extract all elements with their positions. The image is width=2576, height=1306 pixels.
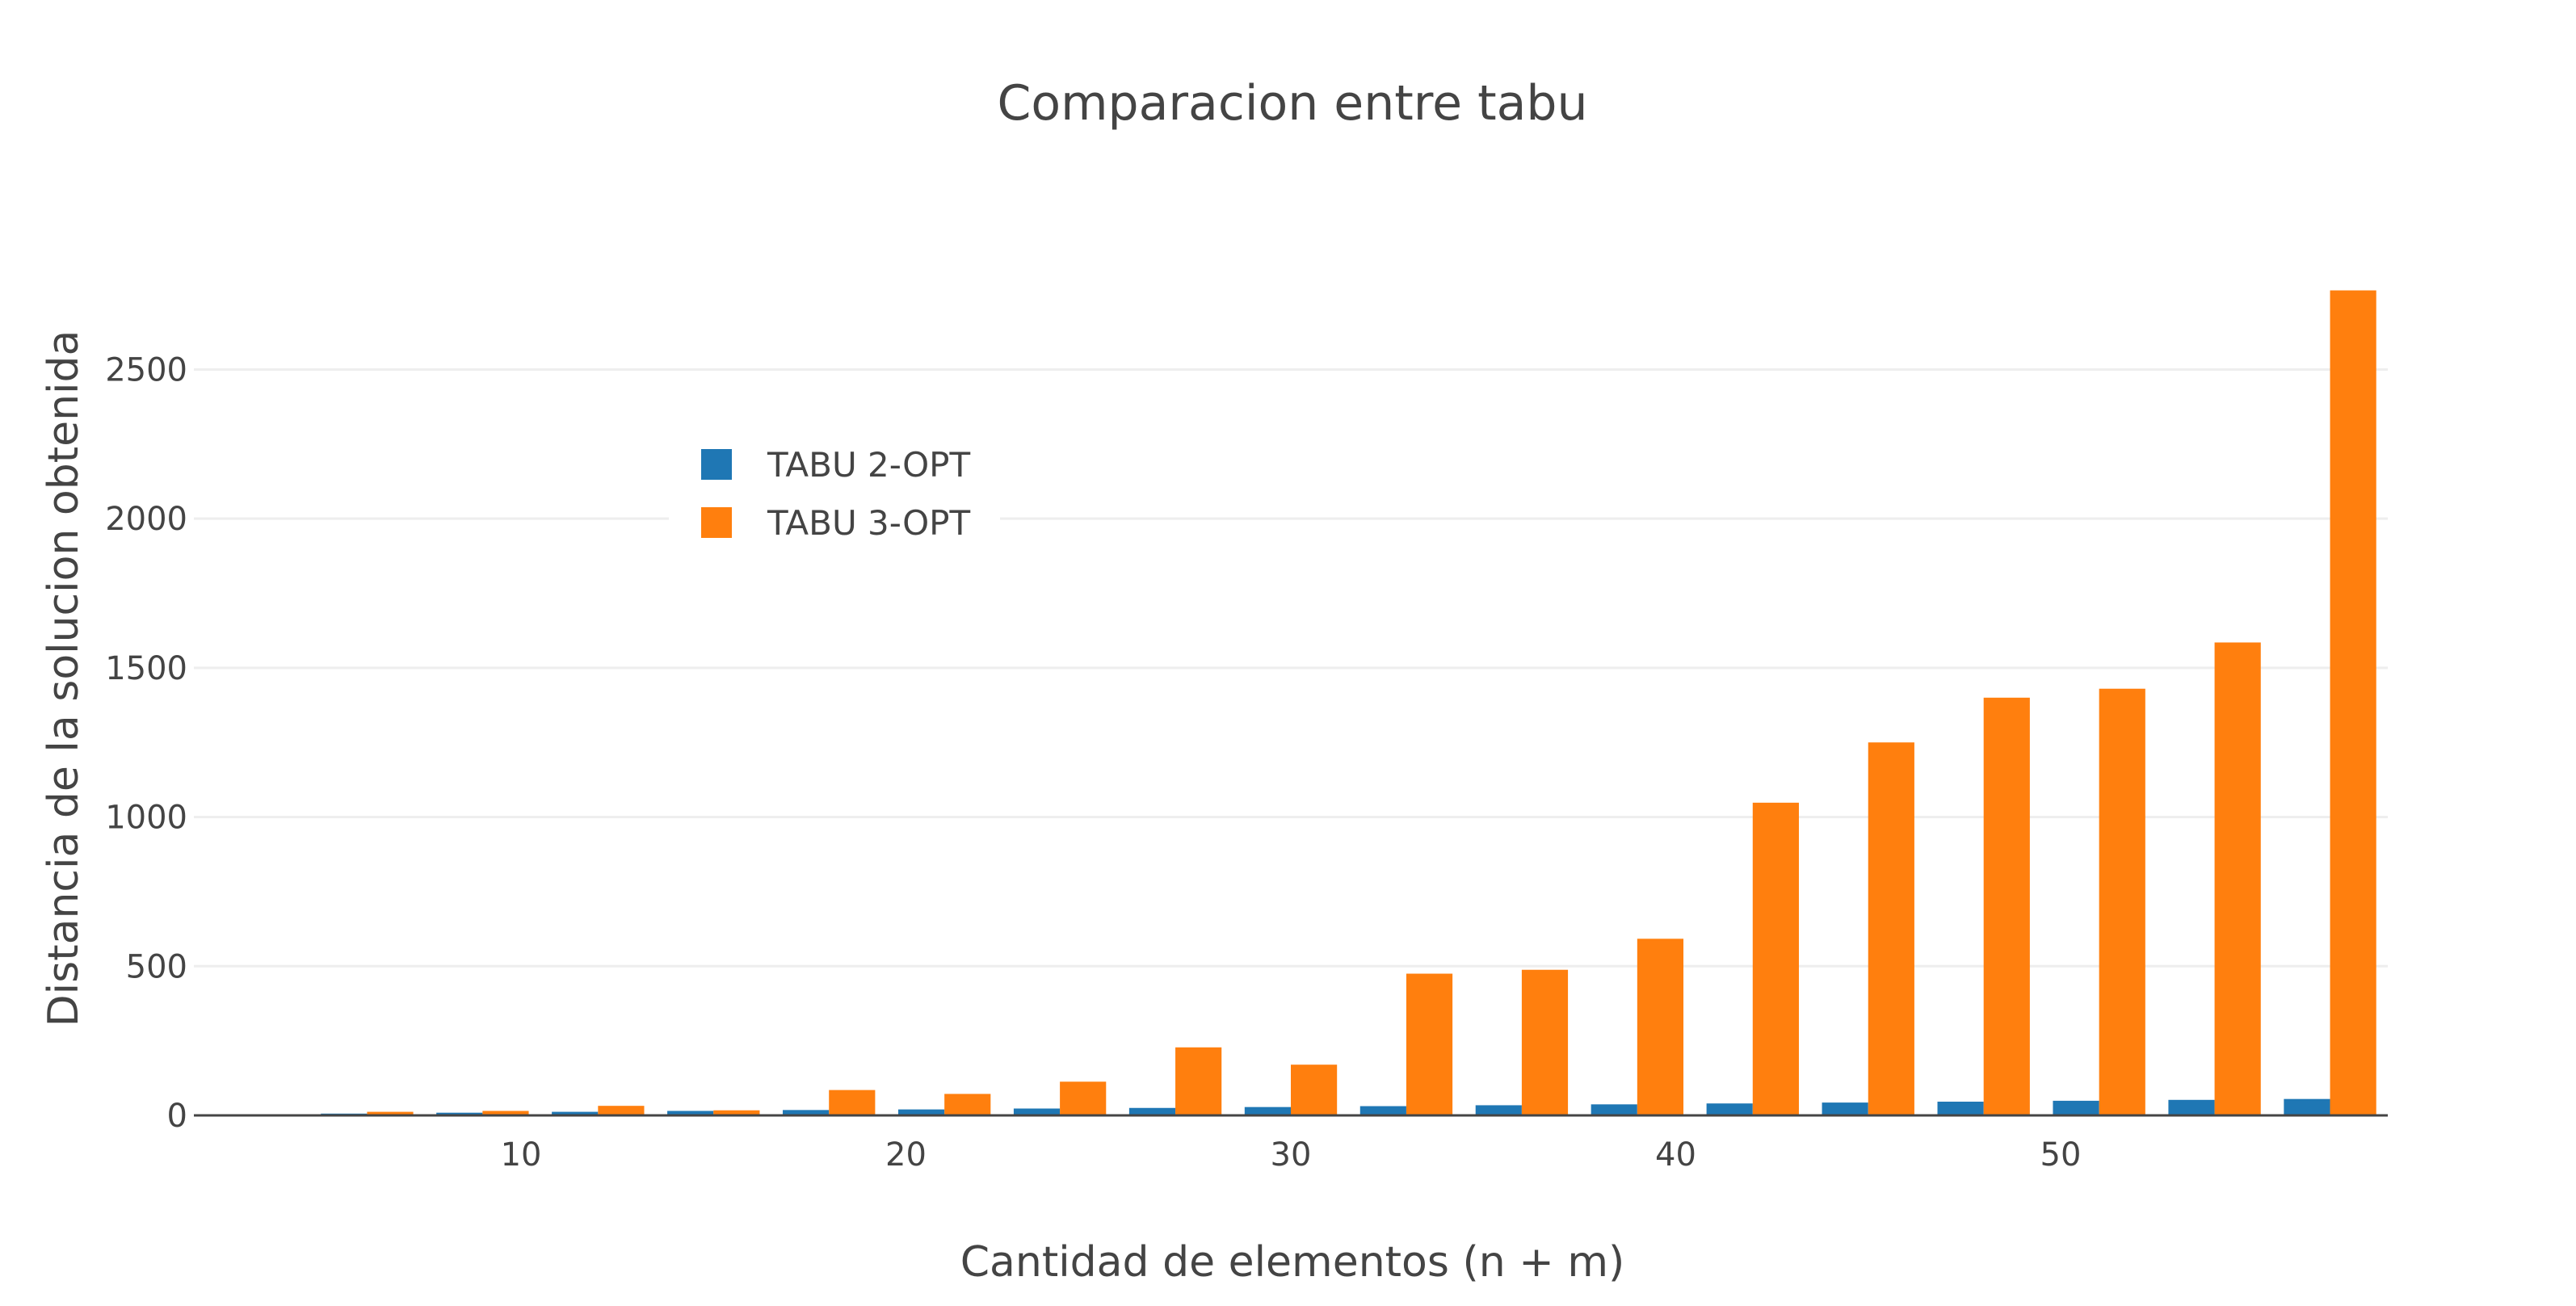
bar-series-1-x-45 xyxy=(1822,1102,1868,1115)
legend-swatch-2 xyxy=(701,507,732,538)
bar-series-1-x-12 xyxy=(552,1111,599,1115)
bar-series-2-x-51 xyxy=(2099,688,2145,1115)
legend-label-1: TABU 2-OPT xyxy=(767,445,970,485)
x-tick-label-10: 10 xyxy=(501,1136,542,1174)
bar-series-2-x-45 xyxy=(1868,742,1914,1115)
bar-series-2-x-18 xyxy=(829,1090,876,1115)
bar-series-2-x-9 xyxy=(482,1111,529,1115)
bar-series-1-x-39 xyxy=(1591,1104,1637,1115)
bar-series-2-x-39 xyxy=(1637,939,1684,1115)
bar-series-1-x-9 xyxy=(436,1112,483,1115)
bar-series-2-x-42 xyxy=(1752,802,1799,1115)
bar-series-1-x-51 xyxy=(2053,1100,2099,1115)
y-tick-label-1000: 1000 xyxy=(105,800,187,837)
x-tick-label-30: 30 xyxy=(1271,1136,1312,1174)
bar-series-2-x-57 xyxy=(2330,290,2376,1115)
legend-item-2[interactable]: TABU 3-OPT xyxy=(701,503,970,543)
legend-item-1[interactable]: TABU 2-OPT xyxy=(701,445,970,485)
bar-series-1-x-27 xyxy=(1128,1107,1176,1115)
y-axis-label: Distancia de la solucion obtenida xyxy=(40,330,88,1027)
bar-series-1-x-48 xyxy=(1937,1102,1984,1115)
y-tick-label-0: 0 xyxy=(167,1098,187,1135)
bar-series-1-x-33 xyxy=(1359,1106,1406,1115)
bar-series-2-x-54 xyxy=(2214,642,2261,1115)
x-tick-label-40: 40 xyxy=(1655,1136,1696,1174)
bars xyxy=(321,290,2376,1115)
bar-series-2-x-36 xyxy=(1521,969,1569,1115)
x-tick-label-50: 50 xyxy=(2040,1136,2082,1174)
bar-series-1-x-30 xyxy=(1244,1107,1291,1115)
x-axis-label: Cantidad de elementos (n + m) xyxy=(960,1238,1625,1287)
legend[interactable]: TABU 2-OPT TABU 3-OPT xyxy=(669,428,1000,557)
chart-title: Comparacion entre tabu xyxy=(997,75,1587,132)
bar-series-2-x-21 xyxy=(944,1094,991,1115)
bar-series-2-x-48 xyxy=(1983,697,2030,1115)
bar-series-1-x-42 xyxy=(1706,1103,1753,1115)
bar-series-2-x-6 xyxy=(367,1111,414,1115)
legend-swatch-1 xyxy=(701,449,732,480)
legend-label-2: TABU 3-OPT xyxy=(767,503,970,543)
x-tick-label-20: 20 xyxy=(885,1136,927,1174)
y-tick-label-2500: 2500 xyxy=(105,351,187,388)
bar-series-1-x-21 xyxy=(897,1109,945,1115)
bar-series-2-x-30 xyxy=(1291,1065,1338,1115)
bar-series-2-x-33 xyxy=(1406,973,1453,1115)
y-tick-labels: 0 500 1000 1500 2000 2500 xyxy=(105,351,187,1135)
bar-series-1-x-36 xyxy=(1475,1105,1522,1115)
bar-series-2-x-15 xyxy=(713,1110,760,1115)
bar-series-1-x-24 xyxy=(1013,1108,1061,1115)
bar-series-2-x-27 xyxy=(1175,1047,1222,1115)
bar-series-2-x-24 xyxy=(1060,1081,1107,1115)
bar-series-1-x-18 xyxy=(783,1110,830,1115)
bar-series-1-x-54 xyxy=(2168,1099,2215,1115)
bar-series-2-x-12 xyxy=(598,1106,645,1115)
bar-series-1-x-57 xyxy=(2284,1098,2330,1115)
bar-series-1-x-15 xyxy=(667,1111,714,1115)
y-tick-label-1500: 1500 xyxy=(105,650,187,687)
x-tick-labels: 10 20 30 40 50 xyxy=(501,1136,2082,1174)
y-tick-label-2000: 2000 xyxy=(105,501,187,538)
y-tick-label-500: 500 xyxy=(126,948,187,985)
